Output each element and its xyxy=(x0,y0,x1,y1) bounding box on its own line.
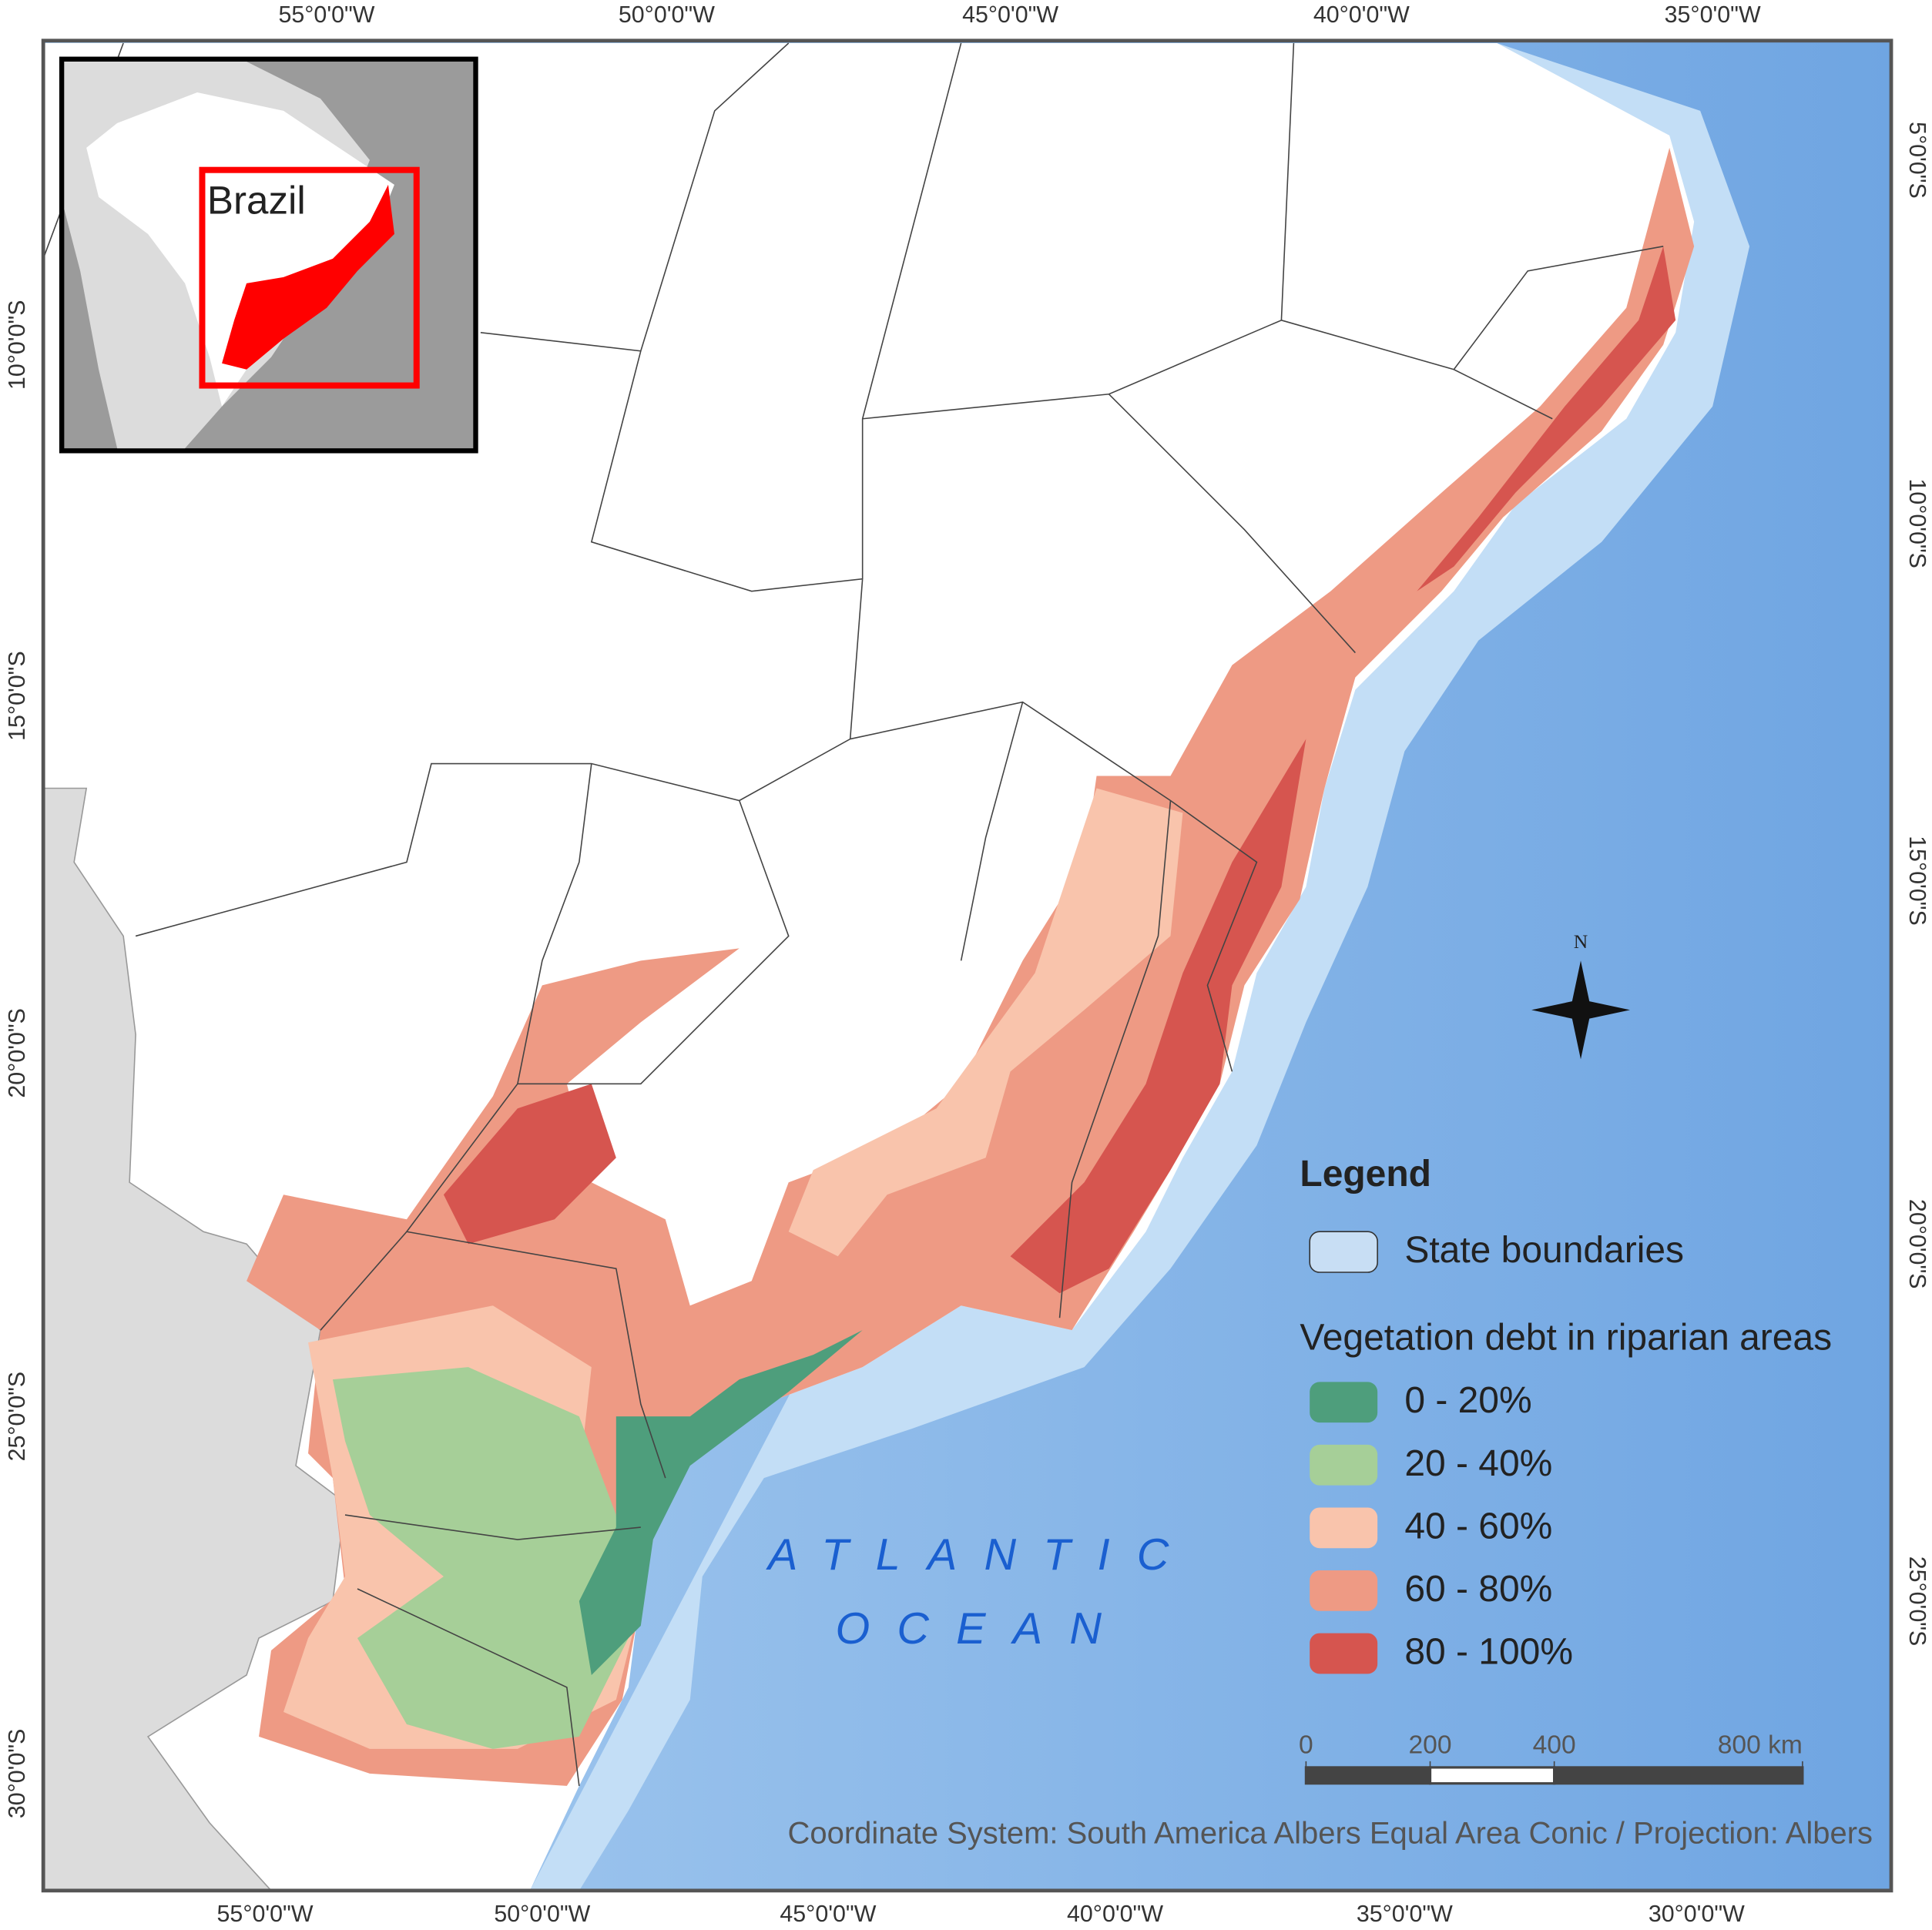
map-frame xyxy=(41,39,1893,1893)
grid-label: 20°0'0"S xyxy=(1904,1199,1930,1289)
legend-swatch xyxy=(1310,1507,1378,1549)
forest-patch xyxy=(788,788,1183,1257)
neighbor-countries xyxy=(42,787,346,1891)
coordinate-system: Coordinate System: South America Albers … xyxy=(788,1816,1873,1850)
north-arrow: N xyxy=(1531,930,1630,1060)
grid-label: 20°0'0"S xyxy=(4,1008,30,1098)
scale-segment xyxy=(1304,1766,1432,1785)
scale-label: 200 xyxy=(1408,1731,1451,1760)
inset-map: Brazil xyxy=(59,56,478,454)
grid-label: 15°0'0"S xyxy=(4,651,30,741)
legend-swatch xyxy=(1310,1382,1378,1423)
forest-patch xyxy=(332,1367,629,1749)
grid-label: 40°0'0"W xyxy=(1067,1901,1163,1927)
grid-label: 10°0'0"S xyxy=(4,300,30,390)
legend: Legend State boundaries Vegetation debt … xyxy=(1300,1154,1832,1674)
forest-patch xyxy=(579,1330,863,1675)
legend-label: 40 - 60% xyxy=(1404,1506,1552,1546)
grid-label: 25°0'0"S xyxy=(1904,1556,1930,1647)
grid-label: 50°0'0"W xyxy=(619,2,715,28)
grid-label: 10°0'0"S xyxy=(1904,478,1930,568)
legend-title: Legend xyxy=(1300,1154,1431,1195)
north-arrow-star xyxy=(1531,960,1630,1060)
grid-label: 15°0'0"S xyxy=(1904,836,1930,926)
grid-label: 45°0'0"W xyxy=(780,1901,876,1927)
legend-label: 20 - 40% xyxy=(1404,1443,1552,1484)
grid-label: 55°0'0"W xyxy=(217,1901,314,1927)
forest-patch xyxy=(247,147,1695,1786)
legend-label: 60 - 80% xyxy=(1404,1569,1552,1610)
inset-extent xyxy=(199,166,420,389)
legend-subtitle: Vegetation debt in riparian areas xyxy=(1300,1318,1832,1359)
inset-label: Brazil xyxy=(207,178,306,222)
scale-label: 400 xyxy=(1533,1731,1576,1760)
scale-segment xyxy=(1428,1766,1556,1785)
grid-label: 30°0'0"S xyxy=(4,1729,30,1819)
boundary-label: State boundaries xyxy=(1404,1230,1684,1271)
scale-bar: 0 200 400 800 km xyxy=(1299,1731,1804,1785)
grid-label: 35°0'0"W xyxy=(1665,2,1761,28)
grid-label: 40°0'0"W xyxy=(1313,2,1410,28)
atlantic-forest xyxy=(247,147,1695,1786)
grid-label: 50°0'0"W xyxy=(494,1901,590,1927)
forest-patch xyxy=(443,1084,616,1245)
forest-patch xyxy=(1010,739,1306,1294)
grid-label: 35°0'0"W xyxy=(1357,1901,1453,1927)
scale-segment xyxy=(1553,1766,1804,1785)
north-label: N xyxy=(1574,930,1588,953)
legend-swatch xyxy=(1310,1633,1378,1674)
grid-label: 5°0'0"S xyxy=(1904,122,1930,199)
grid-label: 30°0'0"W xyxy=(1649,1901,1745,1927)
scale-label: 800 km xyxy=(1718,1731,1803,1760)
ocean-label: OCEAN xyxy=(835,1604,1129,1654)
legend-label: 80 - 100% xyxy=(1404,1631,1573,1672)
legend-label: 0 - 20% xyxy=(1404,1380,1531,1421)
legend-swatch xyxy=(1310,1444,1378,1486)
legend-swatch xyxy=(1310,1570,1378,1611)
scale-label: 0 xyxy=(1299,1731,1313,1760)
grid-label: 25°0'0"S xyxy=(4,1372,30,1462)
ocean-label: ATLANTIC xyxy=(766,1530,1196,1580)
grid-label: 45°0'0"W xyxy=(962,2,1058,28)
boundary-swatch xyxy=(1309,1231,1378,1273)
grid-label: 55°0'0"W xyxy=(279,2,375,28)
inset-forest xyxy=(222,184,394,370)
